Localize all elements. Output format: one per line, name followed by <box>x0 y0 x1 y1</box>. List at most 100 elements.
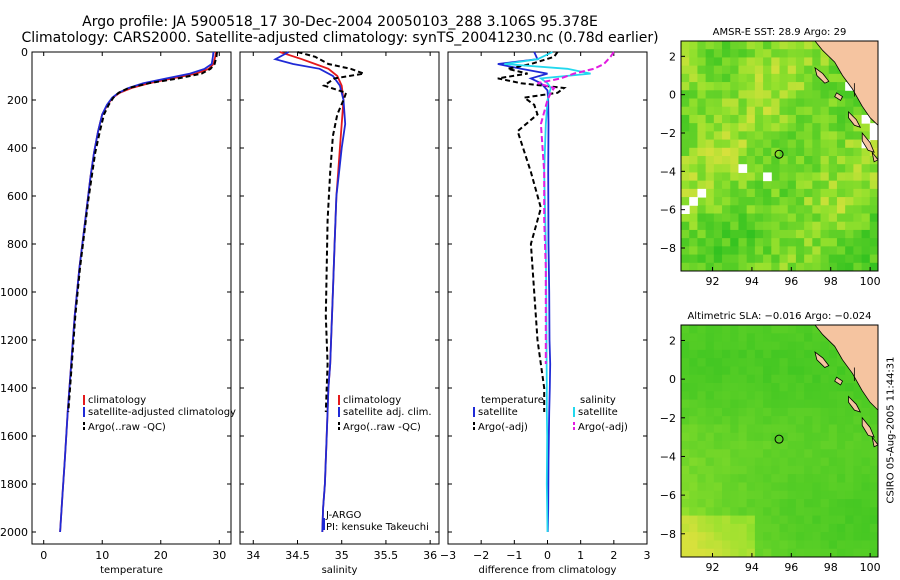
sst-map-heatmap-cell <box>754 139 764 149</box>
sst-map-heatmap-cell <box>763 147 772 157</box>
sla-map-heatmap-cell <box>754 457 764 467</box>
sla-map-heatmap-cell <box>763 441 772 450</box>
sla-map-ytick-label: 2 <box>669 334 676 347</box>
sla-map-heatmap-cell <box>689 374 698 384</box>
sst-map-heatmap-cell <box>771 213 780 223</box>
sst-map-heatmap-cell <box>730 57 739 67</box>
sla-map-heatmap-cell <box>697 482 707 492</box>
sst-map-heatmap-cell <box>804 57 813 67</box>
sla-map-heatmap-cell <box>746 391 756 401</box>
sst-map-heatmap-cell <box>763 123 772 132</box>
sla-map-heatmap-cell <box>845 457 854 467</box>
sla-map-heatmap-cell <box>763 407 772 417</box>
sla-map-heatmap-cell <box>705 540 715 550</box>
sst-map-heatmap-cell <box>763 41 772 50</box>
sst-map-heatmap-cell <box>828 156 838 165</box>
sst-map-heatmap-cell <box>754 57 764 67</box>
sst-map-heatmap-cell <box>845 131 854 141</box>
sla-map-heatmap-cell <box>730 507 739 517</box>
sla-map-heatmap-cell <box>836 366 846 376</box>
sla-map-heatmap-cell <box>869 407 879 417</box>
sla-map-heatmap-cell <box>820 407 830 417</box>
sst-map-heatmap-cell <box>705 41 715 50</box>
sst-map-heatmap-cell <box>779 164 789 173</box>
sst-map-heatmap-cell <box>779 131 789 141</box>
sst-map-heatmap-cell <box>713 172 723 182</box>
sst-map-heatmap-cell <box>787 156 797 165</box>
sla-map-heatmap-cell <box>738 499 748 508</box>
sla-map-heatmap-cell <box>746 540 756 550</box>
sla-map-heatmap-cell <box>722 391 731 401</box>
sst-map-heatmap-cell <box>853 131 863 141</box>
sst-map-heatmap-cell <box>853 172 863 182</box>
sst-map-heatmap-cell <box>812 49 822 58</box>
sla-map-heatmap-cell <box>681 441 690 450</box>
sst-map-heatmap-cell <box>820 254 830 264</box>
sst-map-heatmap-cell <box>787 41 797 50</box>
sla-map-heatmap-cell <box>853 532 863 541</box>
sla-map-heatmap-cell <box>754 374 764 384</box>
sst-map-heatmap-cell <box>795 98 805 108</box>
sla-map-heatmap-cell <box>787 457 797 467</box>
sst-map-heatmap-cell <box>828 90 838 99</box>
sla-map-heatmap-cell <box>787 548 797 558</box>
sla-map-heatmap-cell <box>754 532 764 541</box>
sst-map-heatmap-cell <box>713 205 723 214</box>
sla-map-heatmap-cell <box>697 441 707 450</box>
sla-map-heatmap-cell <box>681 474 690 483</box>
sla-map-heatmap-cell <box>713 465 723 475</box>
sst-map-heatmap-cell <box>836 254 846 264</box>
sst-map-heatmap-cell <box>795 49 805 58</box>
sla-map-heatmap-cell <box>681 515 690 525</box>
sla-map-heatmap-cell <box>705 457 715 467</box>
sla-map-heatmap-cell <box>763 333 772 343</box>
sst-map-heatmap-cell <box>763 238 772 247</box>
sla-map-heatmap-cell <box>681 548 690 558</box>
sla-map-heatmap-cell <box>845 465 854 475</box>
sst-map-heatmap-cell <box>836 114 846 124</box>
sst-map-heatmap-cell <box>705 221 715 231</box>
sla-map-heatmap-cell <box>795 358 805 367</box>
sst-map-heatmap-cell <box>730 197 739 206</box>
sst-map-heatmap-cell <box>689 65 698 75</box>
sst-map-heatmap-cell <box>795 188 805 198</box>
sla-map-argo-marker <box>774 434 784 444</box>
sst-map-missing-cell <box>738 164 748 173</box>
sla-map-heatmap-cell <box>738 399 748 409</box>
sst-map-heatmap-cell <box>804 238 813 247</box>
sla-map-heatmap-cell <box>771 482 780 492</box>
sst-map-missing-cell <box>869 123 879 132</box>
sla-map-heatmap-cell <box>730 407 739 417</box>
sst-map-heatmap-cell <box>820 49 830 58</box>
sst-map-heatmap-cell <box>795 57 805 67</box>
sla-map-heatmap-cell <box>754 349 764 359</box>
sla-map-heatmap-cell <box>779 540 789 550</box>
sst-map-heatmap-cell <box>738 262 748 272</box>
sla-map-heatmap-cell <box>779 383 789 392</box>
sla-map-heatmap-cell <box>763 383 772 392</box>
sla-map-heatmap-cell <box>722 457 731 467</box>
sst-map-heatmap-cell <box>861 213 871 223</box>
sla-map-heatmap-cell <box>853 540 863 550</box>
difference-xlabel: difference from climatology <box>479 565 617 576</box>
sst-map-heatmap-cell <box>828 229 838 239</box>
temperature-ytick-label: 1800 <box>0 478 28 491</box>
sla-map-heatmap-cell <box>820 548 830 558</box>
sla-map-heatmap-cell <box>746 333 756 343</box>
sla-map-heatmap-cell <box>820 532 830 541</box>
sst-map-heatmap-cell <box>681 41 690 50</box>
sla-map-xtick-label: 96 <box>784 561 798 574</box>
sla-map-heatmap-cell <box>689 540 698 550</box>
sst-map-heatmap-cell <box>730 123 739 132</box>
sst-map-heatmap-cell <box>746 49 756 58</box>
sla-map-heatmap-cell <box>705 432 715 442</box>
sst-map-heatmap-cell <box>861 123 871 132</box>
sst-map-heatmap-cell <box>771 98 780 108</box>
sst-map-heatmap-cell <box>779 188 789 198</box>
sla-map-heatmap-cell <box>804 424 813 434</box>
sst-map-heatmap-cell <box>754 188 764 198</box>
sst-map-heatmap-cell <box>828 197 838 206</box>
sst-map-heatmap-cell <box>738 246 748 256</box>
sst-map-heatmap-cell <box>836 147 846 157</box>
sla-map-heatmap-cell <box>738 490 748 500</box>
